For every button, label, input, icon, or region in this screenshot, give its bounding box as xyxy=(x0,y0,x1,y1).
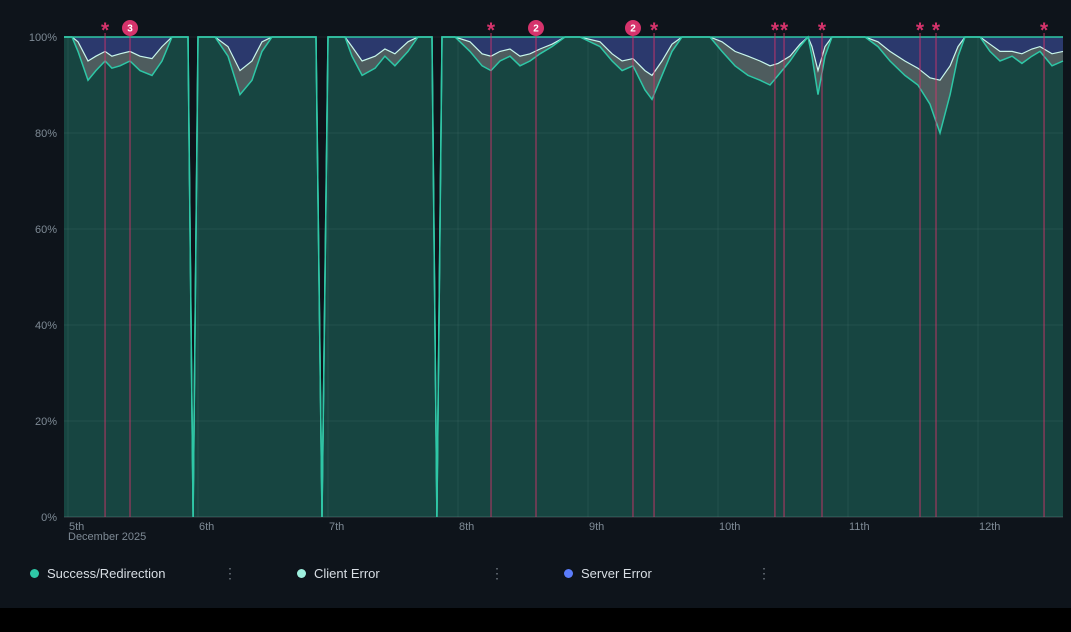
annotation-star-icon[interactable]: * xyxy=(101,19,110,42)
x-axis-tick-label: 5th xyxy=(69,521,84,533)
annotation-star-icon[interactable]: * xyxy=(487,19,496,42)
time-series-chart[interactable]: 0% 20% 40% 60% 80% 100% 5th 6th 7th 8th 9th 10th 11t… xyxy=(0,0,1071,552)
legend-color-dot xyxy=(30,568,39,578)
annotation-badge[interactable] xyxy=(528,20,544,36)
annotation-badge-count: 2 xyxy=(630,24,636,35)
annotation-star-icon[interactable]: * xyxy=(1040,19,1049,42)
annotation-star-icon[interactable]: * xyxy=(916,19,925,42)
annotation-star-icon[interactable]: * xyxy=(780,19,789,42)
x-axis-tick-label: 12th xyxy=(979,521,1000,533)
chart-canvas[interactable]: 0% 20% 40% 60% 80% 100% 5th 6th 7th 8th 9th 10th 11t… xyxy=(0,0,1071,552)
bottom-bar xyxy=(0,608,1071,632)
annotation-badge-count: 2 xyxy=(533,24,539,35)
success-area xyxy=(64,37,1063,517)
x-axis-tick-label: 7th xyxy=(329,521,344,533)
legend-color-dot xyxy=(564,568,573,578)
x-axis-tick-label: 6th xyxy=(199,521,214,533)
kebab-menu-icon[interactable]: ⋮ xyxy=(223,565,237,581)
annotation-star-icon[interactable]: * xyxy=(650,19,659,42)
y-axis-tick-label: 20% xyxy=(35,416,57,428)
legend-item: Success/Redirection ⋮ xyxy=(30,564,242,582)
chart-legend: Success/Redirection ⋮ Client Error ⋮ Server … xyxy=(0,556,1071,590)
annotation-star-icon[interactable]: * xyxy=(818,19,827,42)
y-axis-tick-label: 80% xyxy=(35,128,57,140)
x-axis-tick-label: 10th xyxy=(719,521,740,533)
x-axis-tick-label: 9th xyxy=(589,521,604,533)
annotation-star-icon[interactable]: * xyxy=(932,19,941,42)
x-axis-month-label: December 2025 xyxy=(68,531,147,543)
legend-series-label[interactable]: Server Error xyxy=(581,565,652,581)
y-axis-tick-label: 100% xyxy=(29,32,57,44)
legend-item: Client Error ⋮ xyxy=(297,564,509,582)
legend-item: Server Error ⋮ xyxy=(564,564,776,582)
legend-color-dot xyxy=(297,568,306,578)
x-axis-tick-label: 11th xyxy=(849,521,870,533)
legend-series-label[interactable]: Success/Redirection xyxy=(47,565,166,581)
annotation-badge[interactable] xyxy=(122,20,139,36)
annotation-star-icon[interactable]: * xyxy=(771,19,780,42)
stack-top-line xyxy=(64,36,1063,518)
x-axis-tick-label: 8th xyxy=(459,521,474,533)
y-axis-tick-label: 40% xyxy=(35,320,57,332)
annotation-badge[interactable] xyxy=(624,20,641,36)
kebab-menu-icon[interactable]: ⋮ xyxy=(757,565,771,581)
annotation-badge-count: 3 xyxy=(127,24,133,35)
legend-series-label[interactable]: Client Error xyxy=(314,565,380,581)
kebab-menu-icon[interactable]: ⋮ xyxy=(490,565,504,581)
y-axis-tick-label: 60% xyxy=(35,224,57,236)
y-axis-tick-label: 0% xyxy=(41,512,57,524)
